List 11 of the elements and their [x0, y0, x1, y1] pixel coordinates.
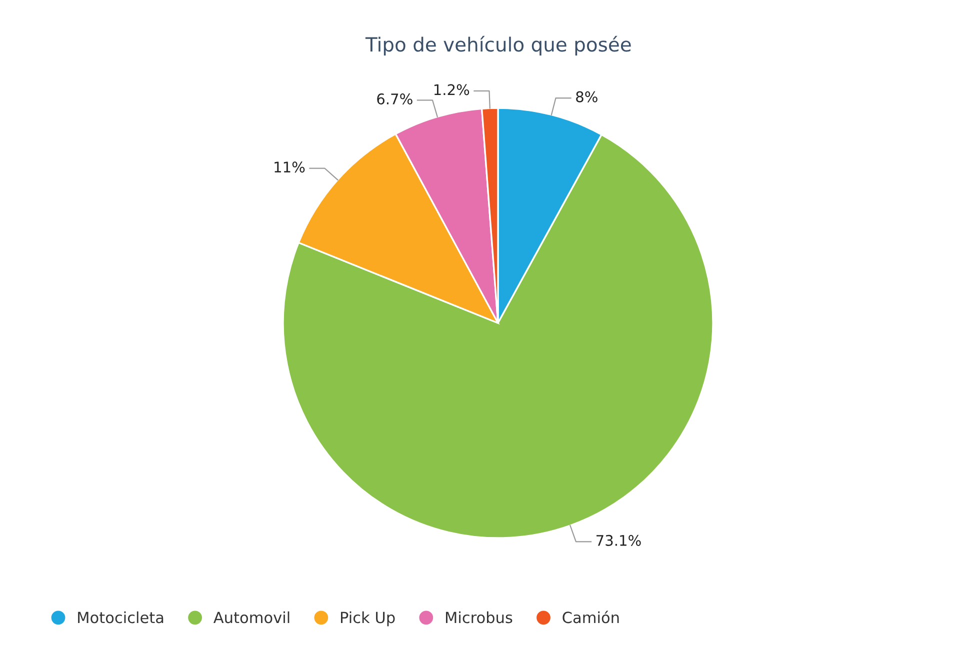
legend-label: Camión — [562, 610, 619, 624]
chart-title: Tipo de vehículo que posée — [365, 36, 631, 56]
data-label: 11% — [274, 162, 305, 173]
legend-label: Microbus — [446, 611, 512, 624]
legend-label: Automovil — [214, 611, 290, 624]
legend-label: Pick Up — [341, 611, 395, 626]
legend-label: Motocicleta — [78, 611, 164, 624]
data-label: 8% — [576, 91, 598, 102]
data-label: 73.1% — [596, 534, 641, 546]
data-label: 1.2% — [434, 84, 470, 96]
data-label: 6.7% — [377, 93, 412, 104]
